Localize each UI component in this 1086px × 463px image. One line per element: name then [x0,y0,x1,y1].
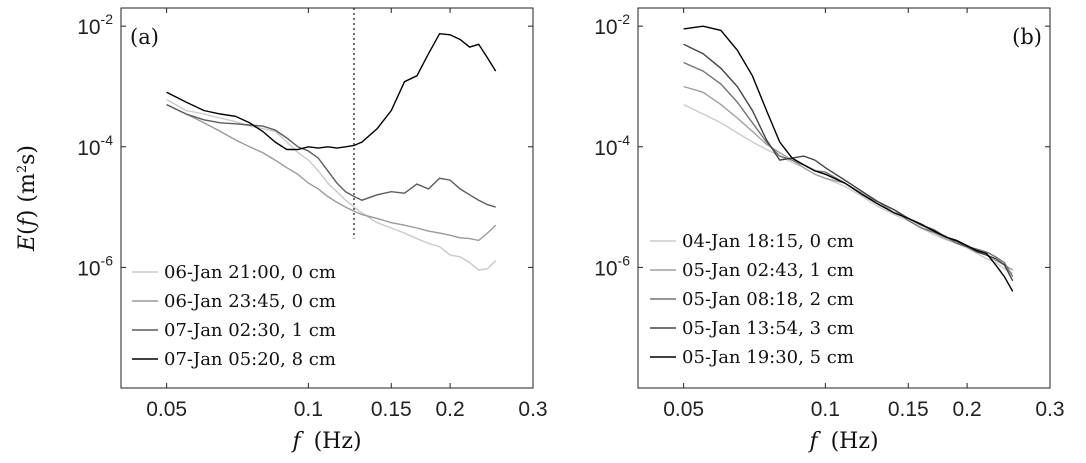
panel-b-ticks: 0.05 0.1 0.15 0.2 0.3 10-6 10-4 10-2 [594,8,1065,421]
panel-b-axes-frame [637,7,1051,389]
panel-a-label: (a) [130,25,159,49]
series-line-1 [683,103,1014,274]
legend-entry-label: 06-Jan 23:45, 0 cm [164,291,336,312]
x-tick-label: 0.1 [294,398,323,421]
panel-a-ticks: 0.05 0.1 0.15 0.2 0.3 10-6 10-4 10-2 [77,8,548,421]
series-line-2 [166,103,497,242]
series-line-3 [683,61,1014,278]
panel-a: 0.05 0.1 0.15 0.2 0.3 10-6 10-4 10-2 (a) 06-Jan… [15,7,548,454]
x-tick-label: 0.05 [146,398,187,421]
panel-b-x-axis-title: f (Hz) [807,429,878,454]
legend-entry-label: 06-Jan 21:00, 0 cm [164,262,336,283]
x-tick-label: 0.3 [1035,398,1064,421]
x-tick-label: 0.2 [952,398,981,421]
panel-a-axes-frame [120,7,534,389]
panel-b-legend: 04-Jan 18:15, 0 cm 05-Jan 02:43, 1 cm 05-J… [650,231,854,368]
series-line-4 [683,43,1014,282]
y-tick-label: 10-2 [594,11,630,39]
y-tick-label: 10-2 [77,11,113,39]
x-tick-label: 0.3 [518,398,547,421]
x-tick-label: 0.15 [371,398,412,421]
x-tick-label: 0.2 [435,398,464,421]
x-tick-label: 0.15 [888,398,929,421]
y-tick-label: 10-4 [77,132,113,160]
y-tick-label: 10-6 [77,252,113,280]
series-line-5 [683,25,1014,292]
series-line-4 [166,32,497,151]
legend-entry-label: 07-Jan 02:30, 1 cm [164,320,336,341]
panel-a-legend: 06-Jan 21:00, 0 cm 06-Jan 23:45, 0 cm 07-J… [132,262,336,370]
panel-a-series [166,32,497,271]
x-tick-label: 0.1 [811,398,840,421]
y-tick-label: 10-4 [594,132,630,160]
y-tick-label: 10-6 [594,252,630,280]
panel-b-series [683,25,1014,292]
panel-b: 0.05 0.1 0.15 0.2 0.3 10-6 10-4 10-2 (b) 04-Jan… [594,7,1065,454]
series-line-1 [166,99,497,271]
x-tick-label: 0.05 [663,398,704,421]
legend-entry-label: 04-Jan 18:15, 0 cm [682,231,854,252]
panel-a-x-axis-title: f (Hz) [290,429,361,454]
panel-a-y-axis-title: E(f) (m2s) [15,145,40,252]
series-line-3 [166,103,496,208]
panel-b-label: (b) [1012,25,1042,49]
legend-entry-label: 05-Jan 02:43, 1 cm [682,260,854,281]
legend-entry-label: 05-Jan 19:30, 5 cm [682,347,854,368]
legend-entry-label: 07-Jan 05:20, 8 cm [164,349,336,370]
legend-entry-label: 05-Jan 08:18, 2 cm [682,289,854,310]
legend-entry-label: 05-Jan 13:54, 3 cm [682,318,854,339]
